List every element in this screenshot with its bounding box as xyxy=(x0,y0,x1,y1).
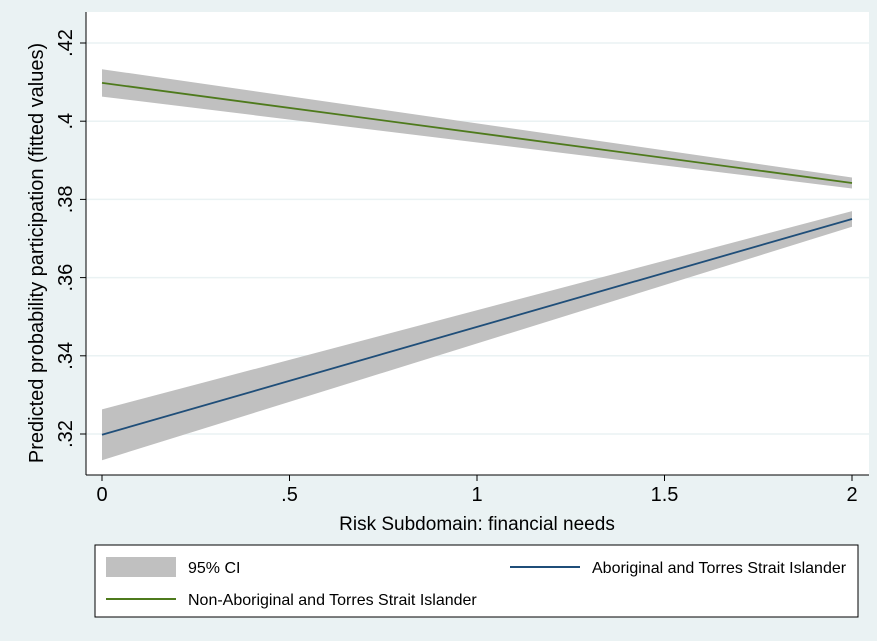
y-axis: .32 .34 .36 .38 .4 .42 xyxy=(55,12,87,475)
series-line-1 xyxy=(101,81,853,184)
y-tick-label: .42 xyxy=(55,29,77,57)
y-tick-label: .34 xyxy=(55,342,77,370)
y-tick-label: .32 xyxy=(55,420,77,448)
y-tick-label: .4 xyxy=(55,113,77,130)
x-axis: 0 .5 1 1.5 2 xyxy=(86,474,869,506)
grid-lines xyxy=(86,42,869,435)
y-tick-label: .38 xyxy=(55,185,77,213)
y-axis-label: Predicted probability participation (fit… xyxy=(26,43,48,463)
series-line-0 xyxy=(101,218,853,436)
y-tick-label: .36 xyxy=(55,264,77,292)
x-tick-label: 0 xyxy=(96,484,107,506)
legend-box xyxy=(94,544,859,618)
x-axis-label: Risk Subdomain: financial needs xyxy=(339,514,615,535)
legend-series-1-label: Non-Aboriginal and Torres Strait Islande… xyxy=(188,592,477,609)
x-tick-label: 2 xyxy=(846,484,857,506)
x-tick-label: 1.5 xyxy=(651,484,679,506)
legend-ci-swatch xyxy=(106,557,176,577)
legend-series-0-label: Aboriginal and Torres Strait Islander xyxy=(592,560,847,577)
legend-ci-label: 95% CI xyxy=(188,560,240,577)
series-lines xyxy=(101,81,853,436)
x-tick-label: 1 xyxy=(471,484,482,506)
legend: 95% CI Aboriginal and Torres Strait Isla… xyxy=(94,544,859,618)
x-tick-label: .5 xyxy=(281,484,298,506)
